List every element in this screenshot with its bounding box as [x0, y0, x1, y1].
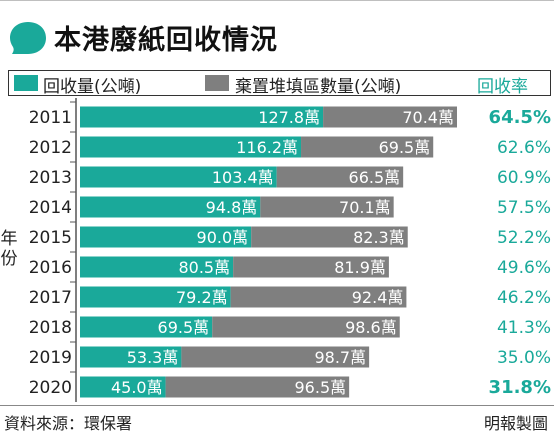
rate-label: 60.9%	[497, 168, 551, 188]
recycled-bar	[80, 286, 231, 308]
footer-rule	[0, 405, 554, 406]
recycled-bar	[80, 316, 213, 338]
recycled-bar	[80, 346, 182, 368]
landfill-bar	[251, 226, 408, 248]
recycled-value-label: 80.5萬	[178, 258, 230, 277]
recycled-value-label: 79.2萬	[176, 288, 228, 307]
y-tick-label: 2012	[29, 138, 72, 158]
recycled-value-label: 94.8萬	[206, 198, 258, 217]
rate-label: 46.2%	[497, 288, 551, 308]
y-axis-label-char: 年	[1, 229, 18, 249]
y-tick-label: 2018	[29, 318, 72, 338]
landfill-bar	[276, 166, 404, 188]
y-tick-label: 2016	[29, 258, 72, 278]
landfill-value-label: 70.1萬	[339, 198, 391, 217]
rate-label: 31.8%	[489, 377, 551, 398]
credit-note: 明報製圖	[483, 414, 548, 433]
rate-label: 41.3%	[497, 318, 551, 338]
landfill-value-label: 81.9萬	[334, 258, 386, 277]
legend: 回收量(公噸) 棄置堆填區數量(公噸) 回收率	[8, 70, 551, 97]
recycled-bar	[80, 256, 234, 278]
rate-label: 62.6%	[497, 138, 551, 158]
legend-landfill-label: 棄置堆填區數量(公噸)	[235, 77, 402, 97]
y-tick-label: 2011	[29, 108, 72, 128]
rate-label: 35.0%	[497, 348, 551, 368]
y-tick-label: 2013	[29, 168, 72, 188]
landfill-value-label: 98.6萬	[345, 318, 397, 337]
landfill-bar	[301, 136, 434, 158]
rate-label: 64.5%	[489, 107, 551, 128]
legend-recycled-swatch	[14, 75, 38, 91]
recycled-bar	[80, 106, 324, 128]
landfill-bar	[212, 316, 400, 338]
y-tick-label: 2019	[29, 348, 72, 368]
recycled-value-label: 53.3萬	[127, 348, 179, 367]
y-tick-label: 2020	[29, 378, 72, 398]
recycled-bar	[80, 376, 166, 398]
rate-label: 49.6%	[497, 258, 551, 278]
legend-recycled-label: 回收量(公噸)	[43, 77, 142, 97]
landfill-bar	[260, 196, 394, 218]
recycled-value-label: 116.2萬	[236, 138, 298, 157]
rate-label: 57.5%	[497, 198, 551, 218]
landfill-bar	[323, 106, 457, 128]
rate-label: 52.2%	[497, 228, 551, 248]
recycled-value-label: 45.0萬	[111, 378, 163, 397]
landfill-value-label: 96.5萬	[295, 378, 347, 397]
landfill-value-label: 82.3萬	[353, 228, 405, 247]
landfill-value-label: 66.5萬	[349, 168, 401, 187]
y-axis-label-char: 份	[1, 249, 18, 269]
stacked-bar-chart: 年份 2011 127.8萬 70.4萬 64.5% 2012 116.2萬 69.5萬 62.…	[1, 98, 551, 402]
landfill-value-label: 98.7萬	[314, 348, 366, 367]
landfill-value-label: 70.4萬	[402, 108, 454, 127]
landfill-bar	[230, 286, 407, 308]
legend-landfill-swatch	[205, 75, 229, 91]
y-tick-label: 2015	[29, 228, 72, 248]
y-tick-label: 2014	[29, 198, 72, 218]
speech-bubble-icon	[10, 22, 46, 54]
landfill-bar	[165, 376, 350, 398]
top-rule	[0, 0, 554, 1]
recycled-bar	[80, 226, 252, 248]
recycled-value-label: 127.8萬	[258, 108, 320, 127]
recycled-bar	[80, 196, 261, 218]
legend-rate-label: 回收率	[477, 77, 528, 97]
y-tick-label: 2017	[29, 288, 72, 308]
recycled-bar	[80, 166, 277, 188]
chart-title: 本港廢紙回收情況	[54, 25, 278, 56]
recycled-value-label: 69.5萬	[158, 318, 210, 337]
landfill-bar	[233, 256, 389, 278]
recycled-value-label: 90.0萬	[197, 228, 249, 247]
recycled-bar	[80, 136, 302, 158]
landfill-bar	[181, 346, 370, 368]
landfill-value-label: 92.4萬	[352, 288, 404, 307]
landfill-value-label: 69.5萬	[379, 138, 431, 157]
recycled-value-label: 103.4萬	[212, 168, 274, 187]
source-note: 資料來源：環保署	[4, 414, 133, 433]
